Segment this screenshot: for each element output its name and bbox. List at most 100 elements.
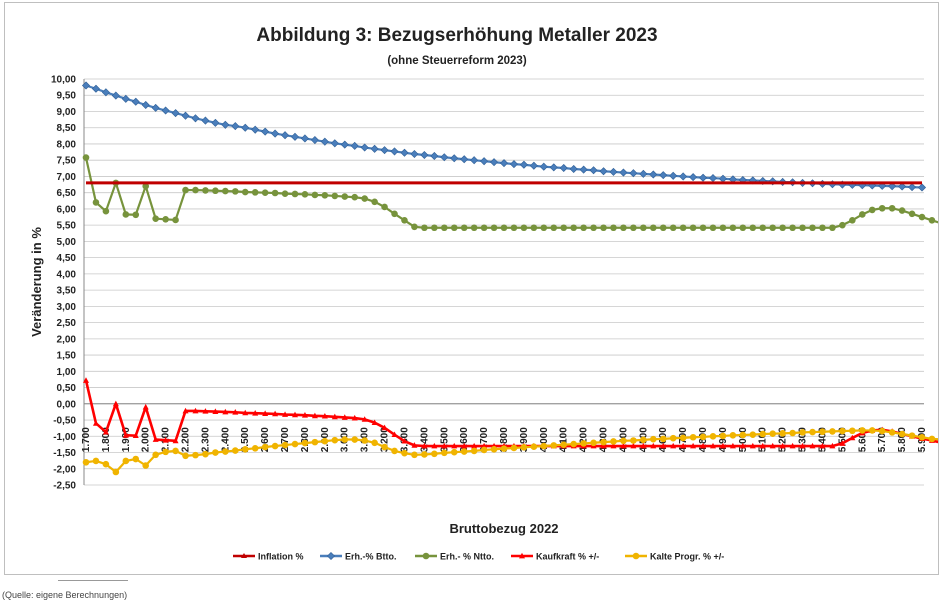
data-point (310, 136, 319, 145)
data-point (729, 224, 737, 232)
y-tick-label: 0,00 (57, 399, 77, 410)
data-point (192, 186, 199, 194)
data-point (620, 437, 627, 445)
data-point (331, 413, 338, 420)
data-point (739, 224, 747, 232)
data-point (520, 444, 528, 451)
data-point (739, 442, 746, 449)
data-point (252, 410, 259, 416)
data-point (202, 187, 209, 194)
data-point (471, 442, 478, 449)
data-point (829, 224, 836, 232)
data-point (549, 163, 558, 172)
data-point (749, 431, 757, 438)
data-point (321, 437, 329, 445)
data-point (719, 224, 727, 232)
data-point (779, 224, 786, 232)
legend-item: Inflation % (233, 552, 304, 562)
data-point (311, 412, 318, 419)
data-point (539, 162, 548, 171)
data-point (639, 169, 648, 178)
data-point (92, 420, 99, 426)
data-point (81, 81, 91, 90)
data-point (232, 409, 239, 415)
data-point (301, 411, 308, 418)
x-tick-label: 2.400 (220, 427, 231, 452)
data-point (570, 440, 577, 448)
data-point (640, 436, 647, 444)
data-point (341, 193, 349, 200)
data-point (122, 211, 130, 218)
data-point (540, 224, 548, 232)
data-point (829, 442, 836, 449)
x-tick-label: 4.000 (539, 427, 550, 452)
legend-label: Kalte Progr. % +/- (650, 552, 724, 562)
data-point (470, 447, 478, 455)
data-point (609, 167, 618, 176)
data-point (152, 436, 159, 442)
data-point (710, 442, 716, 449)
x-tick-label: 4.100 (559, 427, 570, 452)
data-point (769, 442, 776, 449)
data-point (689, 173, 698, 182)
data-point (411, 442, 418, 448)
x-tick-label: 1.800 (101, 427, 112, 452)
x-tick-label: 5.700 (877, 427, 888, 452)
data-point (888, 204, 896, 212)
data-point (490, 224, 498, 232)
data-point (340, 140, 349, 149)
data-point (600, 438, 607, 446)
data-point (132, 211, 140, 219)
data-point (311, 438, 319, 446)
data-point (529, 161, 538, 170)
data-point (371, 439, 378, 447)
data-point (431, 224, 438, 232)
series-2 (82, 154, 938, 232)
data-point (769, 430, 777, 437)
data-point (789, 224, 796, 232)
divider (58, 580, 128, 581)
data-point (450, 448, 458, 456)
data-point (460, 448, 468, 455)
data-point (330, 139, 339, 148)
data-point (112, 468, 120, 476)
data-point (799, 429, 806, 436)
x-tick-label: 5.100 (758, 427, 769, 452)
data-point (222, 408, 229, 415)
data-point (331, 192, 339, 200)
data-point (91, 84, 100, 93)
data-point (579, 165, 588, 174)
x-tick-label: 2.200 (181, 427, 192, 452)
data-point (849, 216, 856, 224)
data-point (142, 462, 150, 469)
data-point (241, 123, 250, 132)
data-point (192, 451, 199, 459)
data-point (878, 427, 886, 435)
data-point (341, 414, 348, 420)
data-point (600, 442, 607, 449)
data-point (490, 158, 499, 167)
data-point (370, 144, 379, 153)
data-point (361, 416, 368, 422)
source-note: (Quelle: eigene Berechnungen) (2, 590, 128, 600)
legend-item: Erh.-% Btto. (320, 552, 397, 562)
data-point (271, 442, 279, 450)
data-point (749, 442, 756, 449)
data-point (520, 224, 528, 232)
y-tick-label: 8,50 (57, 123, 77, 134)
data-point (700, 442, 707, 449)
y-tick-label: 6,50 (57, 188, 77, 199)
data-point (101, 88, 110, 97)
data-point (92, 199, 100, 206)
data-point (759, 224, 767, 232)
data-point (251, 189, 259, 196)
data-point (480, 157, 489, 166)
data-point (162, 216, 169, 223)
x-tick-label: 2.000 (141, 427, 152, 452)
y-tick-label: 10,00 (51, 75, 76, 86)
data-point (271, 129, 280, 138)
y-tick-label: -2,50 (53, 481, 76, 492)
data-point (709, 432, 717, 440)
data-point (242, 409, 249, 416)
data-point (689, 433, 697, 441)
